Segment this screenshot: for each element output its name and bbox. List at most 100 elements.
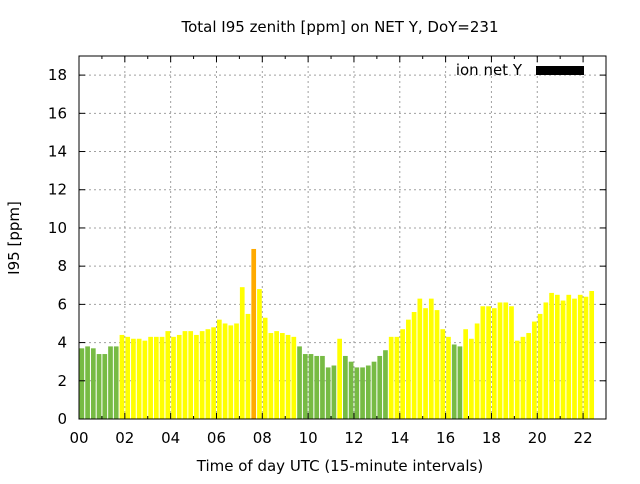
bar — [354, 367, 360, 419]
y-tick-label: 8 — [57, 257, 67, 275]
bar — [153, 336, 159, 419]
bar — [188, 331, 194, 419]
y-tick-label: 18 — [48, 66, 67, 84]
bar — [297, 346, 302, 419]
x-tick-label: 10 — [299, 429, 318, 447]
bar — [291, 336, 297, 419]
bar — [308, 354, 314, 419]
bar — [222, 323, 228, 419]
bar — [79, 348, 85, 419]
y-tick-label: 2 — [57, 372, 67, 390]
bar — [491, 308, 497, 419]
bar — [228, 325, 234, 419]
bar — [85, 346, 90, 419]
bar — [423, 308, 428, 419]
y-axis-label: I95 [ppm] — [5, 201, 23, 275]
x-tick-label: 02 — [115, 429, 134, 447]
bar — [102, 354, 108, 419]
bar — [428, 298, 434, 419]
bar — [171, 336, 176, 419]
y-tick-label: 16 — [48, 104, 67, 122]
x-tick-label: 16 — [436, 429, 455, 447]
y-tick-label: 12 — [48, 181, 67, 199]
bar — [480, 306, 486, 419]
bar — [142, 340, 148, 419]
bar — [320, 355, 325, 419]
bar — [113, 346, 119, 419]
bar — [262, 317, 268, 419]
bar — [337, 338, 342, 419]
bar — [280, 333, 285, 419]
legend-swatch — [536, 66, 584, 75]
bar — [205, 329, 211, 419]
bar — [176, 334, 182, 419]
x-tick-label: 04 — [161, 429, 180, 447]
bar — [234, 323, 239, 419]
bar — [182, 331, 188, 419]
bar — [194, 334, 199, 419]
bar — [371, 361, 377, 419]
bar — [589, 290, 595, 419]
bar — [165, 331, 171, 419]
bar — [520, 336, 526, 419]
bar — [560, 300, 566, 419]
bar — [434, 310, 440, 419]
bar — [417, 298, 423, 419]
bar — [90, 348, 96, 419]
bar — [543, 302, 549, 419]
y-tick-label: 4 — [57, 334, 67, 352]
x-tick-label: 12 — [344, 429, 363, 447]
bar — [526, 333, 532, 419]
bar — [388, 336, 394, 419]
bar — [125, 336, 131, 419]
bar — [549, 292, 554, 419]
chart-title: Total I95 zenith [ppm] on NET Y, DoY=231 — [180, 18, 498, 36]
bar — [394, 336, 400, 419]
bar — [554, 294, 560, 419]
bar — [451, 344, 457, 419]
bar — [211, 327, 216, 419]
bar — [509, 306, 514, 419]
bar — [148, 336, 153, 419]
bar — [96, 354, 102, 419]
x-axis-label: Time of day UTC (15-minute intervals) — [196, 457, 483, 475]
x-tick-label: 00 — [69, 429, 88, 447]
bar — [302, 354, 308, 419]
x-tick-label: 20 — [528, 429, 547, 447]
bar — [400, 329, 405, 419]
bar — [314, 355, 320, 419]
y-tick-label: 10 — [48, 219, 67, 237]
x-tick-label: 14 — [390, 429, 409, 447]
bar — [497, 302, 503, 419]
bar — [463, 329, 469, 419]
grid-layer — [79, 56, 606, 419]
legend-label: ion net Y — [456, 61, 523, 79]
bar — [514, 340, 520, 419]
bar — [257, 289, 262, 419]
bar — [583, 296, 589, 419]
bar — [537, 313, 543, 419]
bar — [572, 298, 577, 419]
x-tick-label: 06 — [207, 429, 226, 447]
bar — [285, 334, 291, 419]
bar — [457, 346, 463, 419]
legend: ion net Y — [456, 61, 584, 79]
bar — [343, 355, 348, 419]
bar — [245, 313, 251, 419]
plot-frame — [78, 55, 607, 420]
bar — [131, 338, 136, 419]
bar — [325, 367, 331, 419]
bar — [503, 302, 509, 419]
y-tick-label: 14 — [48, 143, 67, 161]
bar — [274, 331, 279, 419]
x-tick-label: 18 — [482, 429, 501, 447]
bar — [108, 346, 113, 419]
bar — [365, 365, 371, 419]
bar — [251, 248, 257, 419]
y-tick-label: 0 — [57, 410, 67, 428]
bar — [566, 294, 572, 419]
bar — [577, 294, 583, 419]
bars-layer — [79, 248, 595, 419]
